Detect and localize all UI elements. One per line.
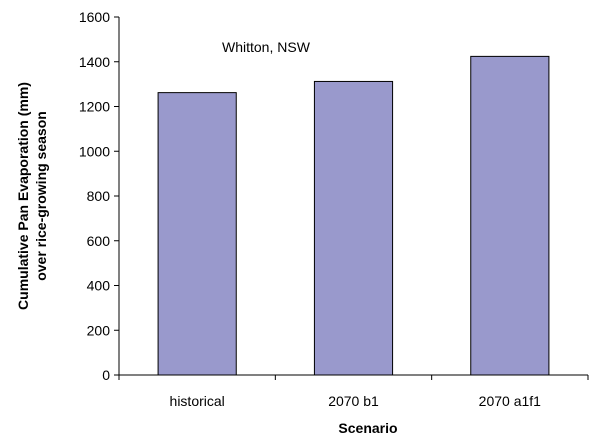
- y-tick-label: 1200: [79, 99, 110, 115]
- y-tick-label: 200: [87, 322, 111, 338]
- x-tick-label: historical: [170, 393, 225, 409]
- bars: [157, 55, 550, 376]
- y-tick-label: 400: [87, 278, 111, 294]
- x-axis: historical 2070 b1 2070 a1f1: [118, 374, 589, 409]
- y-tick-label: 600: [87, 233, 111, 249]
- bar-historical: [157, 92, 237, 376]
- x-tick-label: 2070 b1: [328, 393, 379, 409]
- x-tick-label: 2070 a1f1: [479, 393, 541, 409]
- y-axis: 0 200 400 600 800 1000 1200 1400 1600: [79, 9, 120, 383]
- y-tick-label: 1600: [79, 9, 110, 25]
- y-tick-label: 1000: [79, 143, 110, 159]
- bar-2070-a1f1: [470, 55, 550, 376]
- bar-2070-b1: [313, 80, 394, 376]
- chart-annotation: Whitton, NSW: [222, 39, 311, 55]
- y-tick-label: 800: [87, 188, 111, 204]
- y-axis-title-line2: over rice-growing season: [33, 111, 49, 281]
- y-tick-label: 0: [102, 367, 110, 383]
- y-tick-label: 1400: [79, 54, 110, 70]
- y-axis-title-line1: Cumulative Pan Evaporation (mm): [15, 82, 31, 310]
- x-axis-title: Scenario: [338, 420, 397, 436]
